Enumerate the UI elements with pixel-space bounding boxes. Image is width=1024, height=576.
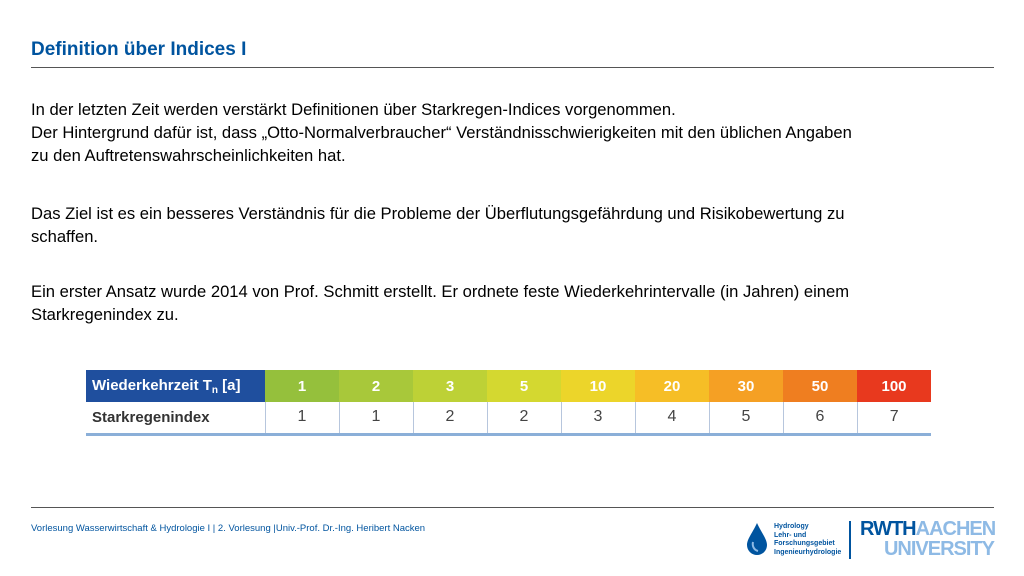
hydrology-logo-line: Forschungsgebiet — [774, 540, 835, 547]
index-cell: 6 — [783, 402, 858, 436]
index-cell: 4 — [635, 402, 710, 436]
table-header-row: Wiederkehrzeit Tn [a] 1 2 3 5 10 20 30 5… — [86, 370, 931, 402]
index-cell: 1 — [339, 402, 414, 436]
return-period-cell: 30 — [709, 370, 783, 402]
return-period-cell: 10 — [561, 370, 635, 402]
return-period-cell: 2 — [339, 370, 413, 402]
hydrology-logo-line: Lehr- und — [774, 531, 807, 539]
starkregen-index-table: Wiederkehrzeit Tn [a] 1 2 3 5 10 20 30 5… — [86, 370, 931, 436]
return-period-cell: 5 — [487, 370, 561, 402]
index-cell: 2 — [487, 402, 562, 436]
paragraph-goal: Das Ziel ist es ein besseres Verständnis… — [31, 202, 991, 248]
index-cell: 5 — [709, 402, 784, 436]
paragraph-line: Starkregenindex zu. — [31, 305, 179, 324]
title-divider — [31, 67, 994, 68]
university-logo-part: UNIVERSITY — [883, 538, 995, 560]
return-period-cell: 1 — [265, 370, 339, 402]
index-cell: 3 — [561, 402, 636, 436]
hydrology-logo-line: Hydrology — [774, 523, 809, 530]
table-index-row: Starkregenindex 1 1 2 2 3 4 5 6 7 — [86, 402, 931, 436]
paragraph-line: Der Hintergrund dafür ist, dass „Otto-No… — [31, 123, 852, 142]
slide-title: Definition über Indices I — [31, 39, 247, 60]
paragraph-line: Ein erster Ansatz wurde 2014 von Prof. S… — [31, 282, 850, 301]
row-label: Starkregenindex — [86, 402, 266, 436]
index-cell: 1 — [265, 402, 340, 436]
paragraph-line: zu den Auftretenswahrscheinlichkeiten ha… — [31, 146, 346, 165]
footer-divider — [31, 507, 994, 508]
paragraph-intro: In der letzten Zeit werden verstärkt Def… — [31, 98, 991, 167]
footer-text: Vorlesung Wasserwirtschaft & Hydrologie … — [31, 523, 426, 534]
return-period-cell: 20 — [635, 370, 709, 402]
header-label: Wiederkehrzeit Tn [a] — [86, 370, 265, 402]
rwth-logo: RWTHAACHEN UNIVERSITY — [860, 519, 996, 561]
header-label-unit: [a] — [218, 376, 241, 394]
return-period-cell: 100 — [857, 370, 931, 402]
aachen-logo-part: AACHEN — [915, 518, 997, 540]
index-cell: 7 — [857, 402, 931, 436]
return-period-cell: 50 — [783, 370, 857, 402]
paragraph-line: Das Ziel ist es ein besseres Verständnis… — [31, 204, 845, 223]
index-cell: 2 — [413, 402, 488, 436]
header-label-sub: n — [211, 384, 219, 396]
water-drop-icon — [747, 523, 767, 555]
paragraph-approach: Ein erster Ansatz wurde 2014 von Prof. S… — [31, 280, 991, 326]
hydrology-logo-line: Ingenieurhydrologie — [774, 548, 842, 556]
return-period-cell: 3 — [413, 370, 487, 402]
logo-separator — [849, 521, 851, 559]
rwth-logo-part: RWTH — [860, 518, 917, 540]
paragraph-line: In der letzten Zeit werden verstärkt Def… — [31, 100, 676, 119]
paragraph-line: schaffen. — [31, 227, 99, 246]
hydrology-logo-text: Hydrology Lehr- und Forschungsgebiet Ing… — [774, 523, 841, 557]
hydrology-logo: Hydrology Lehr- und Forschungsgebiet Ing… — [746, 520, 846, 560]
header-label-main: Wiederkehrzeit T — [92, 376, 212, 394]
